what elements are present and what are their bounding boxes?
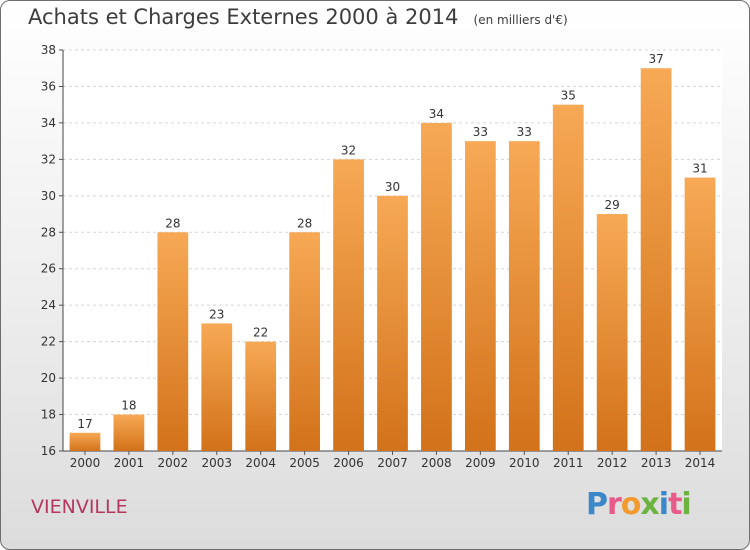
bar-value-label: 33: [473, 125, 488, 139]
bar: [640, 68, 672, 452]
y-tick-label: 16: [41, 444, 56, 458]
x-tick-label: 2012: [597, 456, 628, 470]
commune-name: VIENVILLE: [31, 496, 128, 518]
x-tick-label: 2014: [685, 456, 716, 470]
y-tick-label: 24: [41, 298, 56, 312]
bar: [596, 214, 628, 451]
bar: [201, 323, 233, 451]
x-tick-label: 2005: [289, 456, 320, 470]
x-tick-label: 2010: [509, 456, 540, 470]
bar-value-label: 37: [648, 52, 663, 66]
y-tick-label: 26: [41, 262, 56, 276]
y-tick-label: 38: [41, 43, 56, 57]
x-tick-label: 2013: [641, 456, 672, 470]
y-tick-label: 34: [41, 116, 56, 130]
bar-value-label: 33: [517, 125, 532, 139]
bar-value-label: 17: [77, 417, 92, 431]
bar: [245, 341, 277, 451]
bar-value-label: 32: [341, 143, 356, 157]
bar: [684, 177, 716, 451]
bar: [421, 122, 452, 451]
bar: [289, 232, 321, 451]
y-tick-label: 30: [41, 189, 56, 203]
y-tick-label: 36: [41, 79, 56, 93]
y-tick-label: 18: [41, 408, 56, 422]
x-tick-label: 2003: [201, 456, 232, 470]
x-tick-label: 2000: [70, 456, 101, 470]
bar-value-label: 30: [385, 180, 400, 194]
x-tick-label: 2011: [553, 456, 584, 470]
y-tick-label: 22: [41, 335, 56, 349]
x-tick-label: 2008: [421, 456, 452, 470]
bar: [552, 104, 584, 451]
bar: [377, 195, 408, 451]
bar-value-label: 22: [253, 326, 268, 340]
bar-value-label: 31: [692, 162, 707, 176]
bar: [157, 232, 189, 451]
bar-value-label: 28: [297, 216, 312, 230]
y-tick-label: 20: [41, 371, 56, 385]
y-tick-label: 32: [41, 152, 56, 166]
bar-value-label: 29: [605, 198, 620, 212]
bar-value-label: 23: [209, 307, 224, 321]
x-tick-label: 2007: [377, 456, 408, 470]
x-tick-label: 2002: [158, 456, 189, 470]
bar-value-label: 28: [165, 216, 180, 230]
bar: [508, 141, 540, 452]
bar: [333, 159, 364, 451]
chart-subtitle: (en milliers d'€): [473, 13, 568, 27]
x-tick-label: 2001: [114, 456, 145, 470]
bar: [69, 432, 101, 451]
x-tick-label: 2004: [245, 456, 276, 470]
bar-value-label: 35: [561, 89, 576, 103]
x-tick-label: 2009: [465, 456, 496, 470]
bar-value-label: 34: [429, 107, 444, 121]
chart-title: Achats et Charges Externes 2000 à 2014 (…: [28, 5, 568, 29]
bar: [113, 414, 145, 451]
bar: [464, 141, 496, 452]
x-tick-label: 2006: [333, 456, 364, 470]
brand-logo: Proxiti: [586, 487, 692, 522]
y-tick-label: 28: [41, 225, 56, 239]
chart-title-text: Achats et Charges Externes 2000 à 2014: [28, 5, 459, 29]
bar-value-label: 18: [121, 399, 136, 413]
